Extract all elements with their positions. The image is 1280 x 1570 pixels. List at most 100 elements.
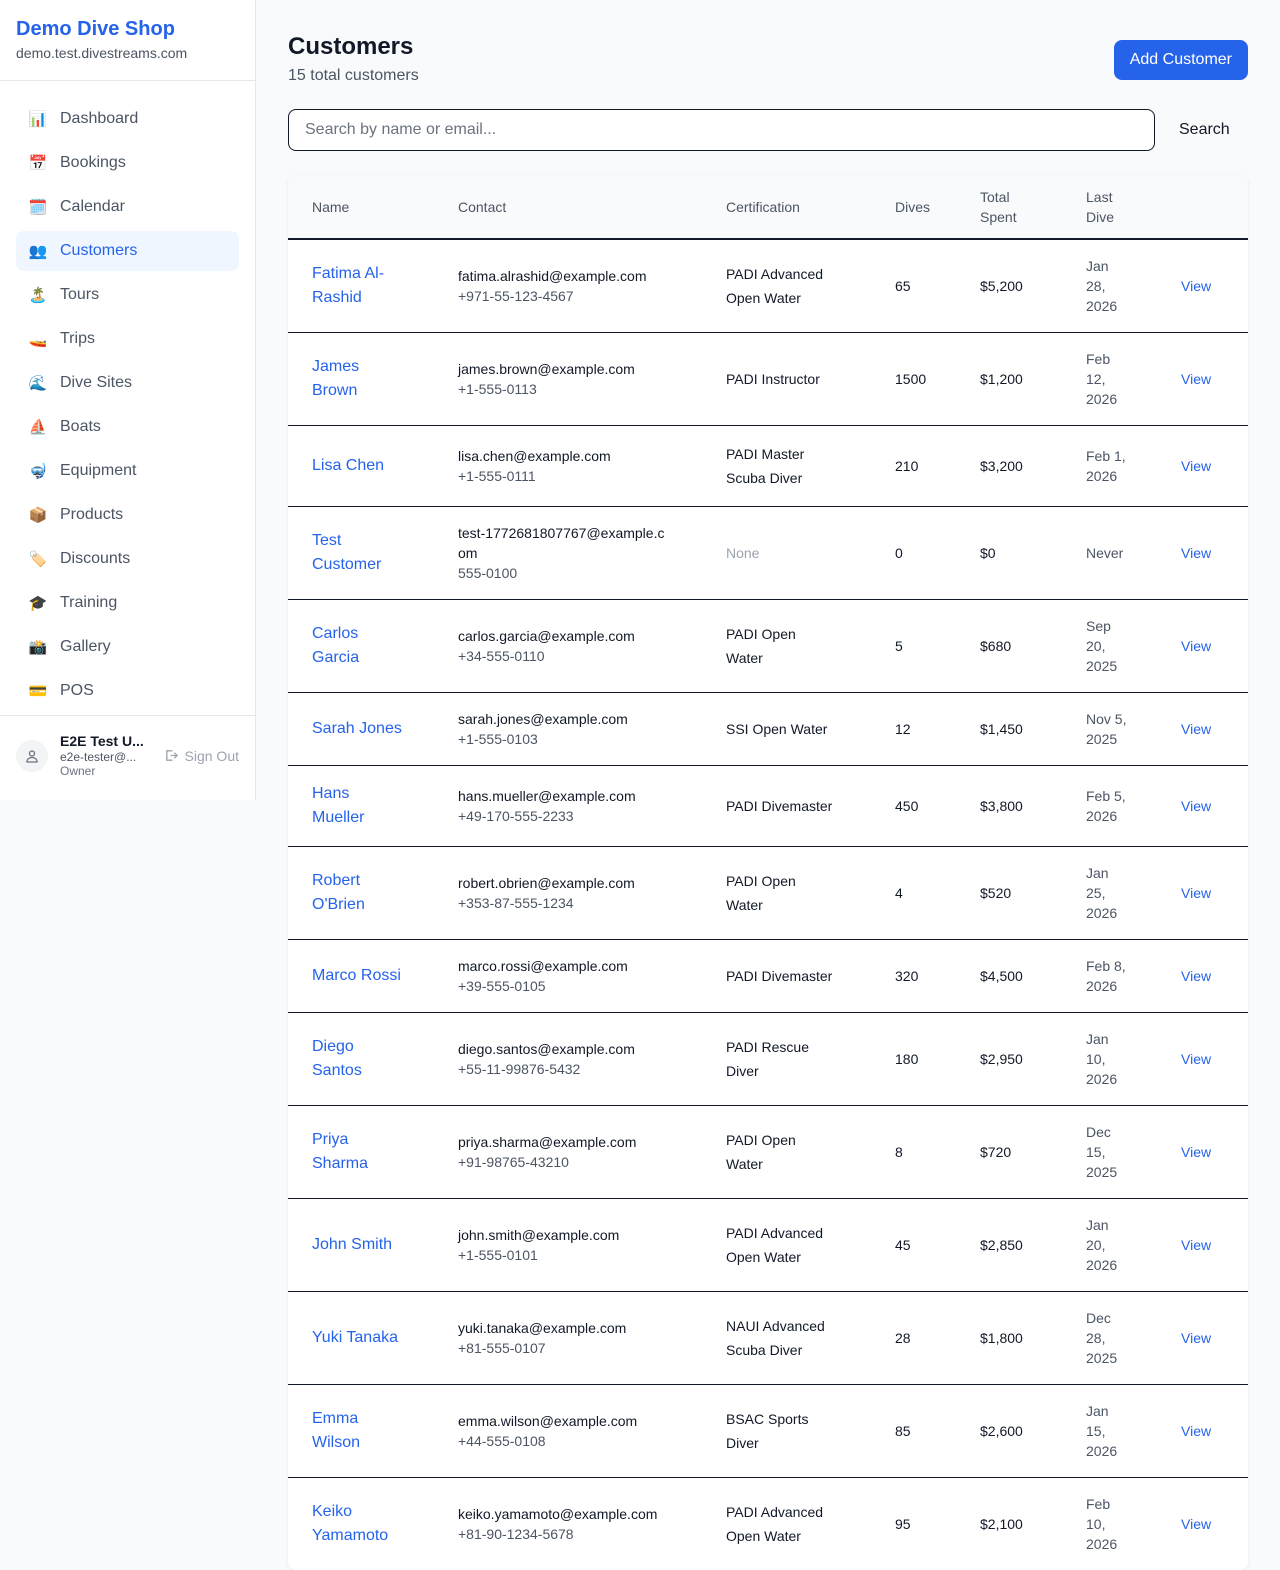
- customer-name-link[interactable]: Marco Rossi: [312, 967, 401, 984]
- sidebar-item-label: Discounts: [60, 550, 130, 568]
- customer-phone: +1-555-0111: [458, 466, 672, 486]
- view-customer-link[interactable]: View: [1181, 458, 1211, 474]
- customer-dives: 180: [871, 1013, 956, 1106]
- customer-phone: +81-90-1234-5678: [458, 1524, 672, 1544]
- shop-name[interactable]: Demo Dive Shop: [16, 18, 239, 41]
- customer-phone: +353-87-555-1234: [458, 893, 672, 913]
- table-row: Carlos Garcia carlos.garcia@example.com+…: [288, 600, 1248, 693]
- customer-name-link[interactable]: Sarah Jones: [312, 720, 402, 737]
- sidebar-item-bookings[interactable]: 📅 Bookings: [16, 143, 239, 183]
- training-icon: 🎓: [28, 594, 48, 612]
- customer-name-link[interactable]: Diego Santos: [312, 1038, 362, 1079]
- view-customer-link[interactable]: View: [1181, 1423, 1211, 1439]
- view-customer-link[interactable]: View: [1181, 1237, 1211, 1253]
- customer-dives: 8: [871, 1106, 956, 1199]
- customer-last-dive: Dec 28, 2025: [1062, 1292, 1167, 1385]
- customer-last-dive: Jan 10, 2026: [1062, 1013, 1167, 1106]
- table-row: Lisa Chen lisa.chen@example.com+1-555-01…: [288, 426, 1248, 507]
- view-customer-link[interactable]: View: [1181, 968, 1211, 984]
- sign-out-button[interactable]: Sign Out: [164, 748, 239, 764]
- table-row: Yuki Tanaka yuki.tanaka@example.com+81-5…: [288, 1292, 1248, 1385]
- sidebar-item-calendar[interactable]: 🗓️ Calendar: [16, 187, 239, 227]
- customer-name-link[interactable]: Test Customer: [312, 532, 381, 573]
- customer-name-link[interactable]: Fatima Al-Rashid: [312, 265, 384, 306]
- customer-name-link[interactable]: Yuki Tanaka: [312, 1329, 398, 1346]
- customer-total-spent: $680: [956, 600, 1062, 693]
- sidebar-item-tours[interactable]: 🏝️ Tours: [16, 275, 239, 315]
- search-input[interactable]: [288, 109, 1155, 151]
- sidebar-item-pos[interactable]: 💳 POS: [16, 671, 239, 711]
- customer-certification: BSAC Sports Diver: [702, 1385, 871, 1478]
- customer-email: sarah.jones@example.com: [458, 709, 672, 729]
- view-customer-link[interactable]: View: [1181, 1516, 1211, 1532]
- sidebar-item-products[interactable]: 📦 Products: [16, 495, 239, 535]
- customer-dives: 1500: [871, 333, 956, 426]
- user-avatar-icon: [16, 740, 48, 772]
- sidebar-item-label: Trips: [60, 330, 95, 348]
- view-customer-link[interactable]: View: [1181, 885, 1211, 901]
- customer-certification: None: [702, 507, 871, 600]
- add-customer-button[interactable]: Add Customer: [1114, 40, 1248, 80]
- column-header-actions: [1167, 175, 1248, 239]
- view-customer-link[interactable]: View: [1181, 721, 1211, 737]
- view-customer-link[interactable]: View: [1181, 371, 1211, 387]
- trips-icon: 🚤: [28, 330, 48, 348]
- customer-email: robert.obrien@example.com: [458, 873, 672, 893]
- view-customer-link[interactable]: View: [1181, 278, 1211, 294]
- customer-certification: PADI Advanced Open Water: [702, 239, 871, 333]
- customer-name-link[interactable]: Robert O'Brien: [312, 872, 365, 913]
- table-row: Diego Santos diego.santos@example.com+55…: [288, 1013, 1248, 1106]
- view-customer-link[interactable]: View: [1181, 798, 1211, 814]
- customer-last-dive: Feb 12, 2026: [1062, 333, 1167, 426]
- sidebar-item-dive-sites[interactable]: 🌊 Dive Sites: [16, 363, 239, 403]
- customer-dives: 95: [871, 1478, 956, 1570]
- customer-name-link[interactable]: Carlos Garcia: [312, 625, 359, 666]
- calendar-icon: 🗓️: [28, 198, 48, 216]
- equipment-icon: 🤿: [28, 462, 48, 480]
- sidebar-item-label: Gallery: [60, 638, 111, 656]
- customer-phone: +55-11-99876-5432: [458, 1059, 672, 1079]
- customer-dives: 5: [871, 600, 956, 693]
- column-header-total-spent: Total Spent: [956, 175, 1062, 239]
- view-customer-link[interactable]: View: [1181, 638, 1211, 654]
- customers-table-card: Name Contact Certification Dives Total S…: [288, 175, 1248, 1570]
- sidebar-item-dashboard[interactable]: 📊 Dashboard: [16, 99, 239, 139]
- customer-name-link[interactable]: James Brown: [312, 358, 359, 399]
- table-row: Test Customer test-1772681807767@example…: [288, 507, 1248, 600]
- sidebar-item-discounts[interactable]: 🏷️ Discounts: [16, 539, 239, 579]
- customer-name-link[interactable]: Lisa Chen: [312, 457, 384, 474]
- customer-total-spent: $720: [956, 1106, 1062, 1199]
- sidebar-item-boats[interactable]: ⛵ Boats: [16, 407, 239, 447]
- customer-name-link[interactable]: Keiko Yamamoto: [312, 1503, 388, 1544]
- customer-total-spent: $3,200: [956, 426, 1062, 507]
- sidebar-item-trips[interactable]: 🚤 Trips: [16, 319, 239, 359]
- customer-certification: PADI Open Water: [702, 1106, 871, 1199]
- customer-certification: PADI Divemaster: [702, 766, 871, 847]
- customer-name-link[interactable]: John Smith: [312, 1236, 392, 1253]
- search-button[interactable]: Search: [1163, 109, 1246, 151]
- sidebar-item-customers[interactable]: 👥 Customers: [16, 231, 239, 271]
- view-customer-link[interactable]: View: [1181, 545, 1211, 561]
- sidebar-item-gallery[interactable]: 📸 Gallery: [16, 627, 239, 667]
- table-row: Hans Mueller hans.mueller@example.com+49…: [288, 766, 1248, 847]
- sidebar-item-training[interactable]: 🎓 Training: [16, 583, 239, 623]
- customer-name-link[interactable]: Hans Mueller: [312, 785, 364, 826]
- sidebar-item-label: Calendar: [60, 198, 125, 216]
- customer-name-link[interactable]: Priya Sharma: [312, 1131, 368, 1172]
- user-role: Owner: [60, 764, 164, 778]
- view-customer-link[interactable]: View: [1181, 1144, 1211, 1160]
- sidebar-item-label: Training: [60, 594, 117, 612]
- sidebar-item-label: Dive Sites: [60, 374, 132, 392]
- column-header-dives: Dives: [871, 175, 956, 239]
- products-icon: 📦: [28, 506, 48, 524]
- sidebar-item-equipment[interactable]: 🤿 Equipment: [16, 451, 239, 491]
- view-customer-link[interactable]: View: [1181, 1330, 1211, 1346]
- column-header-name: Name: [288, 175, 434, 239]
- sidebar-nav: 📊 Dashboard 📅 Bookings 🗓️ Calendar 👥 Cus…: [0, 81, 255, 711]
- customer-last-dive: Feb 10, 2026: [1062, 1478, 1167, 1570]
- customer-last-dive: Jan 28, 2026: [1062, 239, 1167, 333]
- customer-last-dive: Nov 5, 2025: [1062, 693, 1167, 766]
- view-customer-link[interactable]: View: [1181, 1051, 1211, 1067]
- customer-name-link[interactable]: Emma Wilson: [312, 1410, 360, 1451]
- customer-email: priya.sharma@example.com: [458, 1132, 672, 1152]
